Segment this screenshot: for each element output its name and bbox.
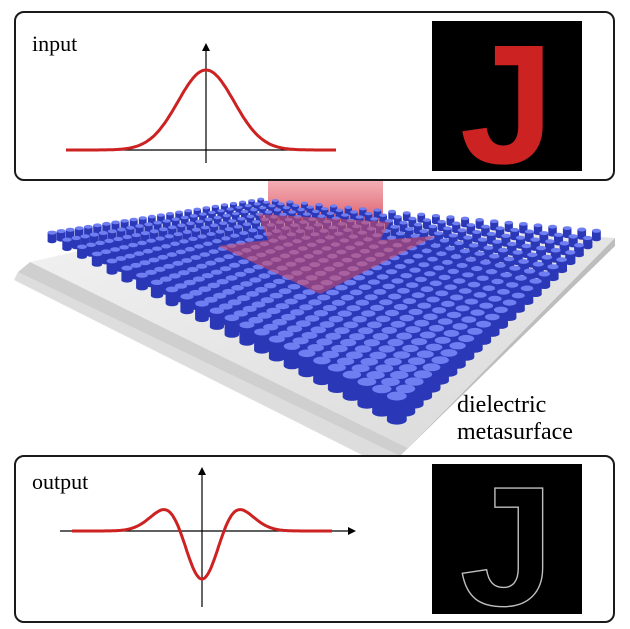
pillar	[327, 363, 346, 393]
output-x-arrow	[348, 527, 356, 535]
output-image	[432, 464, 582, 614]
pillar	[372, 384, 392, 417]
pillar	[313, 356, 331, 386]
input-image	[432, 21, 582, 171]
metasurface-label: dielectric metasurface	[457, 392, 573, 446]
pillar	[209, 307, 224, 330]
pillar	[77, 244, 87, 259]
beam-arrow	[218, 214, 436, 294]
pillar	[357, 377, 377, 409]
pillar	[165, 286, 179, 307]
input-letter-j: J	[460, 13, 555, 179]
pillar	[150, 279, 164, 299]
pillar	[486, 231, 496, 245]
input-gaussian-curve	[66, 68, 336, 152]
input-label: input	[32, 31, 78, 56]
output-letter-j-outline: J	[460, 457, 555, 621]
input-panel: input J	[14, 11, 615, 181]
pillar	[86, 242, 96, 257]
pillar	[268, 335, 285, 362]
output-label: output	[32, 469, 89, 494]
pillar	[180, 293, 194, 315]
pillar	[330, 204, 338, 214]
output-y-arrow	[198, 467, 206, 475]
pillar	[47, 230, 57, 244]
pillar	[91, 251, 103, 267]
pillar	[254, 328, 270, 354]
pillar	[386, 391, 407, 425]
metasurface-label-line2: metasurface	[457, 419, 573, 445]
pillar	[239, 321, 255, 346]
output-panel: output J	[14, 455, 615, 623]
pillar	[556, 257, 568, 274]
pillar	[62, 237, 72, 251]
pillar	[121, 265, 133, 283]
pillar	[565, 250, 576, 266]
input-y-arrow	[202, 43, 210, 51]
pillar	[136, 272, 148, 291]
output-derivative-curve	[72, 508, 332, 581]
pillar	[342, 370, 362, 401]
pillar	[388, 209, 396, 220]
pillar	[283, 342, 301, 370]
pillar	[592, 228, 601, 242]
pillar	[574, 243, 584, 258]
pillar	[298, 349, 316, 378]
pillar	[106, 258, 118, 275]
output-plot: J	[60, 457, 582, 621]
pillar	[195, 300, 209, 323]
pillar	[224, 314, 240, 338]
pillar	[583, 235, 593, 250]
metasurface-label-line1: dielectric	[457, 392, 547, 418]
input-plot: J	[66, 13, 582, 179]
